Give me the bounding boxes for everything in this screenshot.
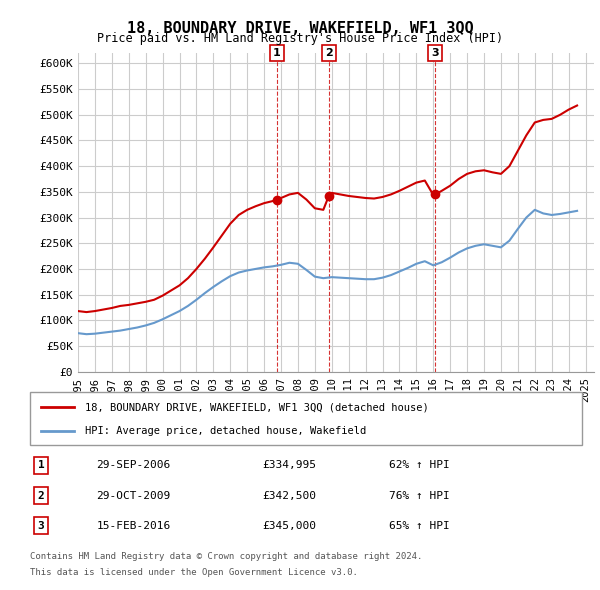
Text: 29-OCT-2009: 29-OCT-2009 [96, 491, 170, 500]
Text: 2: 2 [38, 491, 44, 500]
FancyBboxPatch shape [30, 392, 582, 445]
Text: 62% ↑ HPI: 62% ↑ HPI [389, 460, 449, 470]
Text: 3: 3 [431, 48, 439, 58]
Text: Contains HM Land Registry data © Crown copyright and database right 2024.: Contains HM Land Registry data © Crown c… [30, 552, 422, 560]
Text: £345,000: £345,000 [262, 521, 316, 531]
Text: 18, BOUNDARY DRIVE, WAKEFIELD, WF1 3QQ (detached house): 18, BOUNDARY DRIVE, WAKEFIELD, WF1 3QQ (… [85, 402, 429, 412]
Text: Price paid vs. HM Land Registry's House Price Index (HPI): Price paid vs. HM Land Registry's House … [97, 32, 503, 45]
Text: 76% ↑ HPI: 76% ↑ HPI [389, 491, 449, 500]
Text: HPI: Average price, detached house, Wakefield: HPI: Average price, detached house, Wake… [85, 425, 367, 435]
Text: 29-SEP-2006: 29-SEP-2006 [96, 460, 170, 470]
Text: 1: 1 [273, 48, 281, 58]
Text: This data is licensed under the Open Government Licence v3.0.: This data is licensed under the Open Gov… [30, 568, 358, 576]
Text: 3: 3 [38, 521, 44, 531]
Text: 1: 1 [38, 460, 44, 470]
Text: 18, BOUNDARY DRIVE, WAKEFIELD, WF1 3QQ: 18, BOUNDARY DRIVE, WAKEFIELD, WF1 3QQ [127, 21, 473, 35]
Text: £342,500: £342,500 [262, 491, 316, 500]
Text: 15-FEB-2016: 15-FEB-2016 [96, 521, 170, 531]
Text: 65% ↑ HPI: 65% ↑ HPI [389, 521, 449, 531]
Text: 2: 2 [325, 48, 333, 58]
Text: £334,995: £334,995 [262, 460, 316, 470]
